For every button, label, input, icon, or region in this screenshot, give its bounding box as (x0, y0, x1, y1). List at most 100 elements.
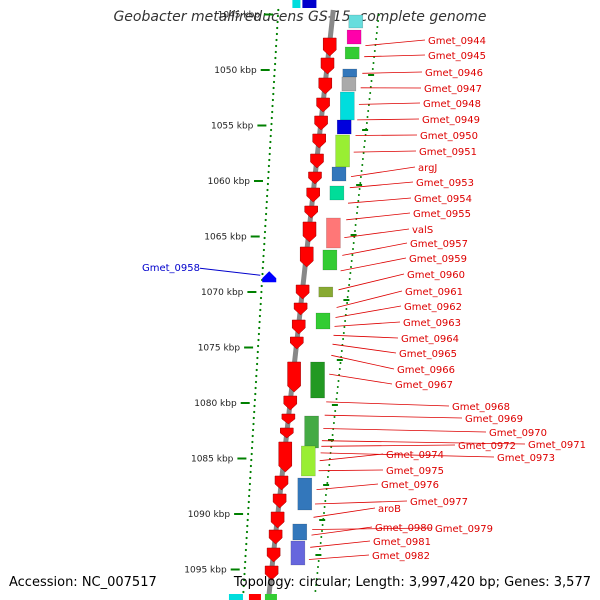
ruler-dot (269, 140, 272, 144)
track-dot (354, 230, 356, 232)
ruler-dot (273, 74, 276, 78)
gene-leader-line (334, 321, 401, 327)
gene-feature-block (335, 134, 350, 168)
ruler-tick-label: 1090 kbp (188, 510, 231, 520)
gene-feature-block (331, 166, 347, 182)
ruler-dot (266, 182, 269, 186)
ruler-dot (244, 560, 247, 564)
ruler-dot (242, 584, 245, 588)
gene-feature-block (342, 68, 358, 78)
forward-gene-arrow (281, 413, 296, 425)
gene-leader-line (336, 290, 403, 308)
gene-leader-line (319, 453, 384, 462)
forward-gene-arrow (264, 565, 279, 581)
gene-label: argJ (418, 163, 437, 174)
track-dot (335, 398, 338, 400)
ruler-dot (261, 272, 264, 276)
track-dot (344, 320, 347, 322)
track-dot (336, 386, 339, 388)
ruler-dot (257, 332, 260, 336)
gene-leader-line (312, 527, 433, 530)
gene-label: Gmet_0979 (435, 524, 493, 535)
gene-label: Gmet_0957 (410, 239, 468, 250)
gene-leader-line (346, 212, 411, 221)
forward-gene-arrow (293, 302, 308, 316)
forward-gene-arrow (299, 246, 314, 268)
track-dot (323, 512, 325, 514)
ruler-dot (245, 530, 249, 534)
track-dot (359, 182, 362, 184)
forward-gene-arrow (278, 441, 293, 473)
ruler-dot (256, 350, 259, 354)
gene-label: aroB (378, 504, 401, 515)
gene-leader-line (316, 483, 379, 490)
ruler-tick-label: 1080 kbp (194, 399, 237, 409)
gene-leader-line (324, 414, 463, 419)
track-dot (326, 482, 329, 484)
forward-gene-arrow (304, 205, 318, 219)
track-dot (362, 152, 365, 154)
gene-label: Gmet_0982 (372, 551, 430, 562)
forward-gene-arrow (270, 511, 285, 529)
ruler-dot (242, 590, 245, 594)
track-dot (351, 254, 354, 256)
gene-leader-line (335, 305, 402, 318)
ruler-tick-label: 1045 kbp (218, 11, 261, 21)
ruler-dot (255, 368, 258, 372)
gene-leader-line (311, 526, 373, 536)
forward-gene-arrow (266, 547, 281, 563)
gene-label: Gmet_0950 (420, 131, 478, 142)
ruler-dot (248, 494, 251, 498)
gene-leader-line (362, 71, 423, 74)
forward-gene-arrow (287, 361, 301, 393)
gene-feature-block (297, 477, 313, 511)
ruler-tick-label: 1050 kbp (214, 66, 257, 76)
ruler-dot (276, 20, 279, 24)
gene-label: Gmet_0944 (428, 36, 486, 47)
gene-feature-block (340, 91, 355, 121)
gene-leader-line (364, 54, 426, 58)
ruler-dot (251, 440, 254, 444)
ruler-tick-label: 1075 kbp (198, 344, 241, 354)
gene-leader-line (310, 540, 371, 548)
ruler-dot (257, 338, 260, 342)
ruler-dot (256, 356, 259, 360)
gene-leader-line (342, 242, 408, 256)
gene-label: valS (412, 225, 433, 236)
ruler-dot (263, 236, 266, 240)
gene-label: Gmet_0971 (528, 440, 586, 451)
gene-leader-line (338, 273, 405, 291)
ruler-dot (252, 422, 255, 426)
gene-feature-block (341, 76, 357, 92)
ruler-dot (259, 308, 262, 312)
gene-label: Gmet_0960 (407, 270, 465, 281)
ruler-tick-label: 1085 kbp (191, 455, 234, 465)
ruler-dot (270, 116, 273, 120)
gene-label: Gmet_0951 (419, 147, 477, 158)
ruler-dot (262, 260, 265, 264)
ruler-dot (248, 482, 251, 486)
ruler-dot (277, 8, 280, 12)
ruler-dot (244, 554, 247, 558)
highlight-gene-label: Gmet_0958 (142, 263, 200, 274)
ruler-dot (266, 188, 269, 192)
track-dot (337, 380, 340, 382)
partial-gene-block (302, 0, 317, 8)
ruler-dot (271, 104, 274, 108)
track-dot (360, 170, 363, 172)
track-dot (367, 110, 370, 112)
gene-feature-block (304, 415, 319, 449)
ruler-dot (259, 296, 263, 300)
gene-leader-line (320, 452, 495, 458)
track-dot (319, 542, 322, 544)
ruler-dot (259, 302, 262, 306)
ruler-dot (276, 26, 279, 30)
ruler-dot (243, 572, 246, 576)
ruler-dot (265, 212, 268, 216)
gene-feature-block (346, 29, 362, 45)
track-dot (348, 278, 351, 280)
gene-feature-block (336, 119, 352, 135)
track-dot (350, 260, 353, 262)
ruler-dot (256, 362, 259, 366)
